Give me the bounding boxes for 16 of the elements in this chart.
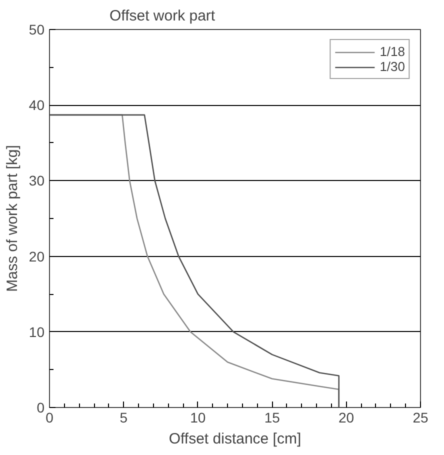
legend-label: 1/18: [380, 44, 405, 59]
legend-label: 1/30: [380, 59, 405, 74]
y-tick-label: 0: [36, 400, 45, 416]
y-tick-label: 40: [28, 97, 45, 114]
x-tick-label: 10: [190, 410, 206, 426]
x-tick-label: 25: [412, 410, 428, 426]
x-axis-title: Offset distance [cm]: [168, 430, 302, 448]
x-tick-label: 5: [120, 410, 128, 426]
x-tick-label: 20: [338, 410, 354, 426]
y-tick-label: 50: [28, 22, 45, 38]
y-tick-label: 10: [28, 324, 45, 340]
y-tick-label: 30: [28, 172, 45, 189]
chart-title: Offset work part: [110, 8, 216, 24]
y-axis-title: Mass of work part [kg]: [4, 145, 21, 292]
y-tick-label: 20: [28, 248, 45, 264]
x-tick-label: 15: [264, 410, 280, 426]
